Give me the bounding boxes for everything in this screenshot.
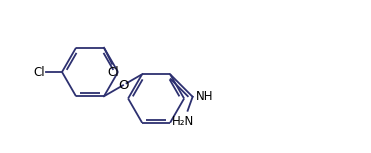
Text: H₂N: H₂N — [171, 115, 194, 128]
Text: O: O — [118, 79, 128, 92]
Text: Cl: Cl — [33, 65, 45, 78]
Text: Cl: Cl — [107, 66, 119, 79]
Text: NH: NH — [196, 90, 213, 103]
